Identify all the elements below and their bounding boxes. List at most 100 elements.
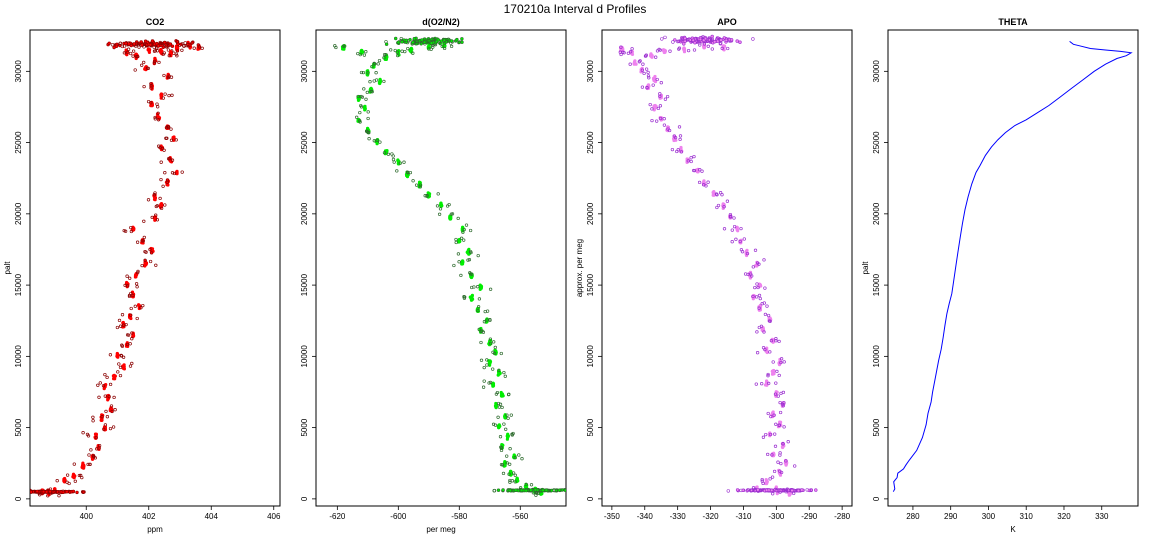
data-point — [786, 440, 790, 444]
data-point — [508, 462, 512, 466]
data-point — [507, 472, 511, 476]
data-point — [449, 39, 454, 43]
data-point — [161, 184, 165, 188]
data-point — [442, 46, 447, 51]
data-point — [122, 51, 127, 55]
data-point — [385, 149, 389, 153]
data-point — [400, 49, 404, 53]
data-point — [128, 276, 132, 280]
data-point — [98, 381, 102, 385]
data-point — [169, 138, 174, 142]
data-point — [180, 42, 185, 46]
data-point — [356, 94, 360, 99]
data-point — [775, 492, 779, 496]
data-point — [510, 433, 514, 437]
data-point — [126, 333, 131, 337]
data-point — [448, 216, 452, 220]
data-point — [679, 38, 683, 43]
data-point — [656, 106, 661, 111]
data-point — [156, 111, 160, 115]
data-point — [375, 138, 379, 142]
data-point — [396, 40, 401, 44]
data-point — [135, 316, 139, 321]
data-point — [449, 44, 454, 49]
data-point — [778, 453, 782, 457]
data-point — [663, 49, 667, 53]
data-point — [469, 298, 474, 302]
data-point — [483, 309, 487, 314]
data-point — [135, 285, 139, 289]
data-point — [27, 490, 30, 493]
data-point — [782, 401, 786, 405]
data-point — [396, 53, 400, 58]
data-point — [386, 152, 391, 156]
data-point — [18, 490, 21, 493]
data-point — [136, 54, 140, 59]
data-point — [724, 38, 728, 42]
data-point — [766, 372, 770, 377]
data-point — [640, 85, 645, 89]
data-point — [719, 38, 723, 42]
data-point — [772, 368, 776, 373]
data-point — [341, 44, 346, 48]
data-point — [127, 294, 132, 299]
data-point — [418, 40, 422, 45]
data-point — [143, 39, 148, 43]
panel-title: d(O2/N2) — [422, 17, 460, 27]
panel-4: THETA 280 290 300 310 320 330 0 5000 10000 15000 20… — [861, 17, 1139, 534]
data-point — [506, 416, 510, 420]
data-point — [714, 192, 719, 196]
data-point — [771, 360, 775, 364]
x-tick-label: -330 — [670, 512, 687, 521]
data-point — [488, 359, 492, 363]
data-point — [405, 170, 410, 174]
data-point — [389, 48, 393, 52]
data-point — [722, 48, 726, 52]
data-point — [686, 48, 691, 53]
data-point — [706, 44, 710, 48]
data-point — [168, 42, 173, 46]
data-point — [454, 240, 458, 245]
data-point — [715, 205, 719, 210]
data-point — [494, 404, 498, 408]
data-point — [647, 84, 651, 88]
data-point — [482, 365, 486, 370]
x-tick-label: 290 — [944, 512, 958, 521]
data-point — [53, 489, 58, 494]
data-point — [722, 227, 727, 231]
data-point — [167, 157, 172, 161]
plot-frame — [315, 29, 567, 507]
data-point — [99, 418, 103, 422]
data-point — [129, 313, 133, 317]
data-point — [482, 379, 486, 383]
data-point — [500, 394, 504, 398]
data-point — [461, 230, 465, 234]
x-tick-label: 330 — [1095, 512, 1109, 521]
data-point — [519, 488, 524, 492]
data-point — [456, 216, 460, 221]
data-point — [81, 431, 85, 435]
data-point — [162, 73, 166, 78]
data-point — [368, 80, 372, 84]
data-point — [131, 54, 135, 58]
data-point — [710, 34, 714, 39]
data-point — [398, 161, 402, 165]
data-point — [679, 150, 684, 154]
data-point — [455, 37, 459, 42]
plot-area — [18, 39, 204, 498]
data-point — [698, 168, 702, 172]
data-point — [364, 97, 368, 101]
data-point — [159, 94, 163, 98]
plot-area — [892, 41, 1133, 492]
data-point — [108, 353, 113, 357]
plot-area — [333, 36, 566, 497]
data-point — [120, 343, 124, 347]
data-point — [20, 491, 23, 494]
data-point — [743, 272, 748, 276]
data-point — [497, 368, 501, 372]
data-point — [95, 447, 99, 451]
data-point — [468, 249, 473, 254]
data-point — [162, 40, 167, 45]
plot-frame — [601, 29, 853, 507]
data-point — [467, 258, 472, 262]
